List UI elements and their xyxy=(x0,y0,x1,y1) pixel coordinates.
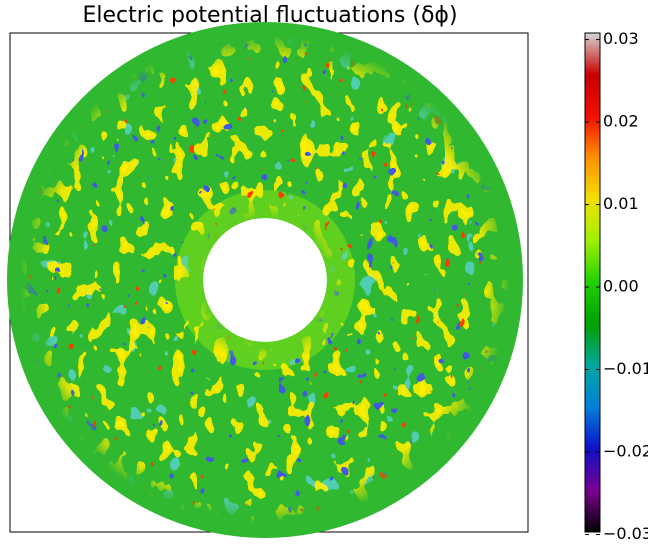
colorbar-tick-label: −0.03 xyxy=(603,524,648,542)
colorbar-tick-label: 0.01 xyxy=(603,194,639,213)
colorbar-tick-label: 0.00 xyxy=(603,277,639,296)
colorbar-tick-label: 0.02 xyxy=(603,112,639,131)
colorbar xyxy=(584,32,601,533)
colorbar-tick-label: −0.02 xyxy=(603,441,648,460)
colorbar-tick-label: −0.01 xyxy=(603,359,648,378)
colorbar-tick-label: 0.03 xyxy=(603,29,639,48)
